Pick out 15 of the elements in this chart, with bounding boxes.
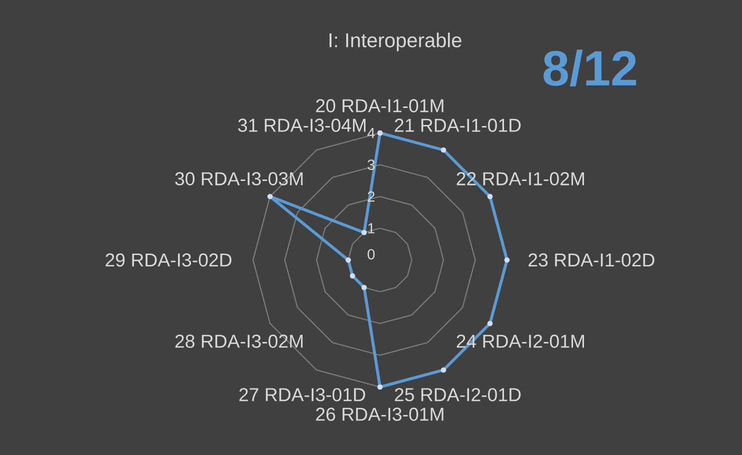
spoke-label: 31 RDA-I3-04M xyxy=(238,118,366,132)
spoke-label: 30 RDA-I3-03M xyxy=(175,172,303,186)
spoke-label: 27 RDA-I3-01D xyxy=(239,388,366,402)
spoke-label: 20 RDA-I1-01M xyxy=(316,99,444,112)
spoke-label: 23 RDA-I1-02D xyxy=(528,253,654,267)
spoke-label: 21 RDA-I1-01D xyxy=(394,118,521,132)
y-tick-label: 0 xyxy=(368,249,375,260)
chart-title: I: Interoperable xyxy=(330,32,462,52)
spoke-label: 25 RDA-I2-01D xyxy=(394,388,521,402)
spoke-label: 28 RDA-I3-02M xyxy=(175,334,303,348)
spoke-label: 29 RDA-I3-02D xyxy=(106,253,232,267)
text: 8/12 xyxy=(544,50,636,86)
y-tick-label: 4 xyxy=(367,128,375,138)
spoke-label: 26 RDA-I3-01M xyxy=(316,408,444,421)
y-tick-label: 1 xyxy=(368,223,375,234)
